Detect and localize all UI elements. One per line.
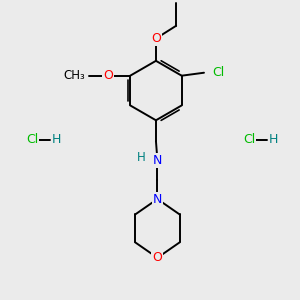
Text: Cl: Cl	[243, 133, 255, 146]
Text: Cl: Cl	[26, 133, 38, 146]
Text: Cl: Cl	[212, 66, 224, 79]
Text: CH₃: CH₃	[64, 69, 86, 82]
Text: N: N	[153, 193, 162, 206]
Text: H: H	[137, 151, 146, 164]
Text: O: O	[152, 251, 162, 264]
Text: H: H	[269, 133, 278, 146]
Text: H: H	[52, 133, 62, 146]
Text: N: N	[153, 154, 162, 167]
Text: O: O	[151, 32, 161, 45]
Text: O: O	[103, 69, 113, 82]
